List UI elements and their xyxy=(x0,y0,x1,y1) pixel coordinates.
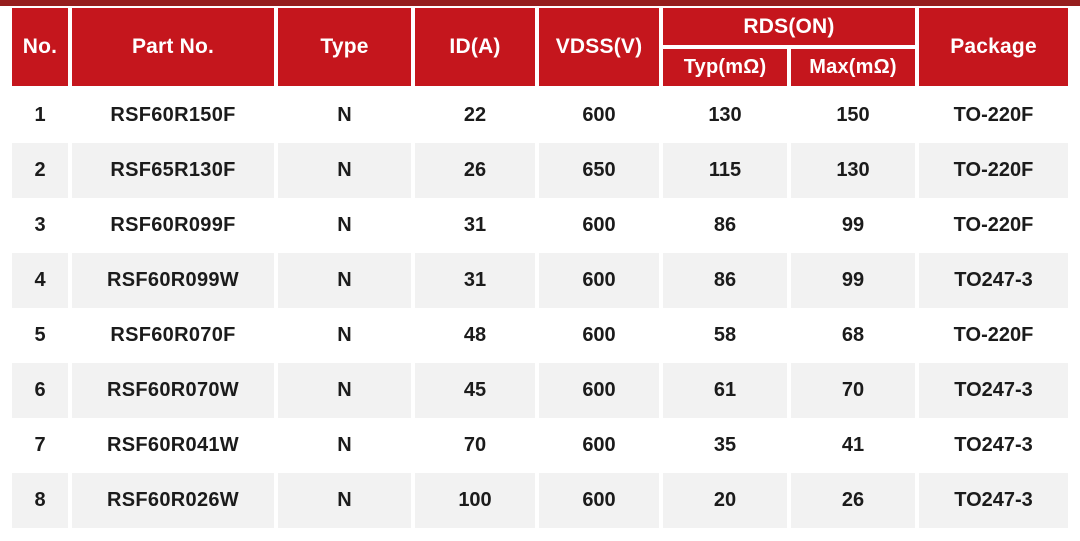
header-row-main: No. Part No. Type ID(A) VDSS(V) RDS(ON) … xyxy=(10,6,1071,88)
col-header-max: Max(mΩ) xyxy=(789,47,918,88)
cell-rds-typ: 130 xyxy=(661,88,789,143)
cell-rds-max: 99 xyxy=(789,253,918,308)
cell-id: 31 xyxy=(413,198,537,253)
cell-id: 31 xyxy=(413,253,537,308)
cell-rds-typ: 86 xyxy=(661,253,789,308)
cell-no: 8 xyxy=(10,473,70,528)
cell-rds-max: 26 xyxy=(789,473,918,528)
cell-part-no: RSF60R070W xyxy=(70,363,276,418)
cell-package: TO-220F xyxy=(917,198,1071,253)
cell-vdss: 600 xyxy=(537,473,661,528)
table-row: 1 RSF60R150F N 22 600 130 150 TO-220F xyxy=(10,88,1071,143)
cell-rds-max: 68 xyxy=(789,308,918,363)
cell-vdss: 600 xyxy=(537,88,661,143)
cell-vdss: 650 xyxy=(537,143,661,198)
cell-id: 48 xyxy=(413,308,537,363)
col-header-type: Type xyxy=(276,6,413,88)
cell-part-no: RSF60R041W xyxy=(70,418,276,473)
cell-no: 4 xyxy=(10,253,70,308)
cell-rds-max: 150 xyxy=(789,88,918,143)
mosfet-spec-table: No. Part No. Type ID(A) VDSS(V) RDS(ON) … xyxy=(10,6,1071,528)
cell-part-no: RSF60R099W xyxy=(70,253,276,308)
table-row: 8 RSF60R026W N 100 600 20 26 TO247-3 xyxy=(10,473,1071,528)
table-row: 4 RSF60R099W N 31 600 86 99 TO247-3 xyxy=(10,253,1071,308)
cell-package: TO-220F xyxy=(917,88,1071,143)
cell-rds-max: 70 xyxy=(789,363,918,418)
cell-rds-max: 41 xyxy=(789,418,918,473)
cell-part-no: RSF60R150F xyxy=(70,88,276,143)
mosfet-spec-table-wrap: No. Part No. Type ID(A) VDSS(V) RDS(ON) … xyxy=(0,6,1080,528)
cell-no: 7 xyxy=(10,418,70,473)
col-header-part-no: Part No. xyxy=(70,6,276,88)
table-row: 5 RSF60R070F N 48 600 58 68 TO-220F xyxy=(10,308,1071,363)
cell-package: TO-220F xyxy=(917,308,1071,363)
col-header-vdss: VDSS(V) xyxy=(537,6,661,88)
cell-part-no: RSF60R099F xyxy=(70,198,276,253)
cell-rds-typ: 20 xyxy=(661,473,789,528)
cell-type: N xyxy=(276,473,413,528)
table-row: 3 RSF60R099F N 31 600 86 99 TO-220F xyxy=(10,198,1071,253)
cell-part-no: RSF60R070F xyxy=(70,308,276,363)
cell-vdss: 600 xyxy=(537,418,661,473)
cell-part-no: RSF65R130F xyxy=(70,143,276,198)
cell-id: 22 xyxy=(413,88,537,143)
cell-package: TO247-3 xyxy=(917,363,1071,418)
cell-no: 2 xyxy=(10,143,70,198)
col-header-package: Package xyxy=(917,6,1071,88)
table-row: 7 RSF60R041W N 70 600 35 41 TO247-3 xyxy=(10,418,1071,473)
header-row-sub: Typ(mΩ) Max(mΩ) xyxy=(10,47,1070,88)
cell-part-no: RSF60R026W xyxy=(70,473,276,528)
cell-id: 26 xyxy=(413,143,537,198)
col-header-id: ID(A) xyxy=(413,6,537,88)
cell-package: TO-220F xyxy=(917,143,1071,198)
cell-id: 100 xyxy=(413,473,537,528)
cell-id: 70 xyxy=(413,418,537,473)
cell-type: N xyxy=(276,143,413,198)
table-body: 1 RSF60R150F N 22 600 130 150 TO-220F 2 … xyxy=(10,88,1071,528)
table-header: No. Part No. Type ID(A) VDSS(V) RDS(ON) … xyxy=(10,6,1071,88)
cell-vdss: 600 xyxy=(537,363,661,418)
cell-rds-max: 99 xyxy=(789,198,918,253)
cell-type: N xyxy=(276,88,413,143)
col-header-typ: Typ(mΩ) xyxy=(661,47,789,88)
cell-rds-typ: 35 xyxy=(661,418,789,473)
cell-vdss: 600 xyxy=(537,253,661,308)
cell-no: 3 xyxy=(10,198,70,253)
cell-package: TO247-3 xyxy=(917,473,1071,528)
table-row: 6 RSF60R070W N 45 600 61 70 TO247-3 xyxy=(10,363,1071,418)
cell-type: N xyxy=(276,363,413,418)
cell-rds-typ: 61 xyxy=(661,363,789,418)
cell-vdss: 600 xyxy=(537,308,661,363)
cell-no: 6 xyxy=(10,363,70,418)
cell-type: N xyxy=(276,308,413,363)
cell-package: TO247-3 xyxy=(917,418,1071,473)
cell-id: 45 xyxy=(413,363,537,418)
top-accent-strip xyxy=(0,0,1080,6)
cell-rds-typ: 58 xyxy=(661,308,789,363)
table-row: 2 RSF65R130F N 26 650 115 130 TO-220F xyxy=(10,143,1071,198)
cell-type: N xyxy=(276,418,413,473)
cell-type: N xyxy=(276,253,413,308)
cell-package: TO247-3 xyxy=(917,253,1071,308)
cell-vdss: 600 xyxy=(537,198,661,253)
cell-rds-typ: 86 xyxy=(661,198,789,253)
cell-rds-typ: 115 xyxy=(661,143,789,198)
cell-type: N xyxy=(276,198,413,253)
cell-no: 1 xyxy=(10,88,70,143)
col-header-no: No. xyxy=(10,6,70,88)
col-header-rds-on: RDS(ON) xyxy=(661,6,918,47)
cell-rds-max: 130 xyxy=(789,143,918,198)
cell-no: 5 xyxy=(10,308,70,363)
